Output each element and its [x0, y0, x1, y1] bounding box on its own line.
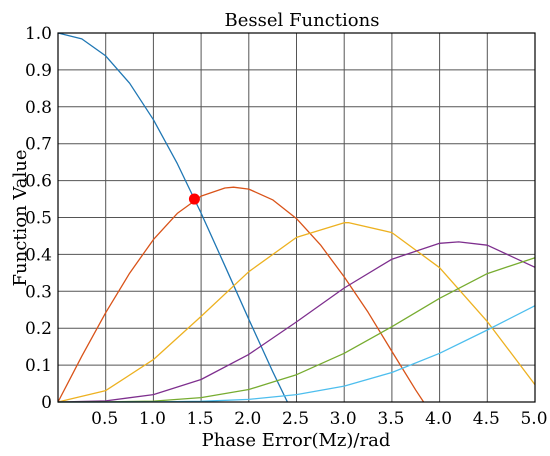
y-tick-label: 0.7 — [25, 135, 52, 155]
x-tick-label: 1.0 — [139, 409, 166, 429]
y-tick-label: 0.9 — [25, 61, 52, 81]
series-line-4 — [57, 241, 536, 403]
marker-group — [188, 193, 200, 205]
y-tick-labels: 0 0.1 0.2 0.3 0.4 0.5 0.6 0.7 0.8 0.9 1.0 — [25, 24, 52, 413]
y-tick-label: 0.6 — [25, 172, 52, 192]
intersection-marker — [188, 193, 200, 205]
x-tick-label: 1.5 — [187, 409, 214, 429]
x-tick-label: 0.5 — [91, 409, 118, 429]
series-line-1 — [57, 32, 288, 403]
x-tick-label: 2.0 — [234, 409, 261, 429]
y-axis-label: Function Value — [10, 150, 31, 287]
x-tick-label: 4.0 — [425, 409, 452, 429]
series-line-3 — [57, 222, 536, 403]
x-tick-label: 3.0 — [330, 409, 357, 429]
y-tick-label: 0.2 — [25, 319, 52, 339]
y-tick-label: 0.8 — [25, 98, 52, 118]
x-axis-label: Phase Error(Mz)/rad — [202, 430, 391, 451]
y-tick-label: 1.0 — [25, 24, 52, 44]
y-tick-label: 0.5 — [25, 209, 52, 229]
x-tick-label: 5.0 — [520, 409, 547, 429]
chart-title: Bessel Functions — [225, 10, 380, 31]
x-tick-labels: 0.5 1.0 1.5 2.0 2.5 3.0 3.5 4.0 4.5 5.0 — [91, 409, 547, 429]
series-line-2 — [57, 186, 425, 403]
x-tick-label: 2.5 — [282, 409, 309, 429]
x-tick-label: 3.5 — [377, 409, 404, 429]
y-tick-label: 0.3 — [25, 282, 52, 302]
x-tick-label: 4.5 — [473, 409, 500, 429]
grid — [58, 32, 536, 403]
y-tick-label: 0.4 — [25, 245, 52, 265]
y-tick-label: 0 — [41, 393, 52, 413]
plot-frame — [57, 32, 536, 403]
y-tick-label: 0.1 — [25, 356, 52, 376]
